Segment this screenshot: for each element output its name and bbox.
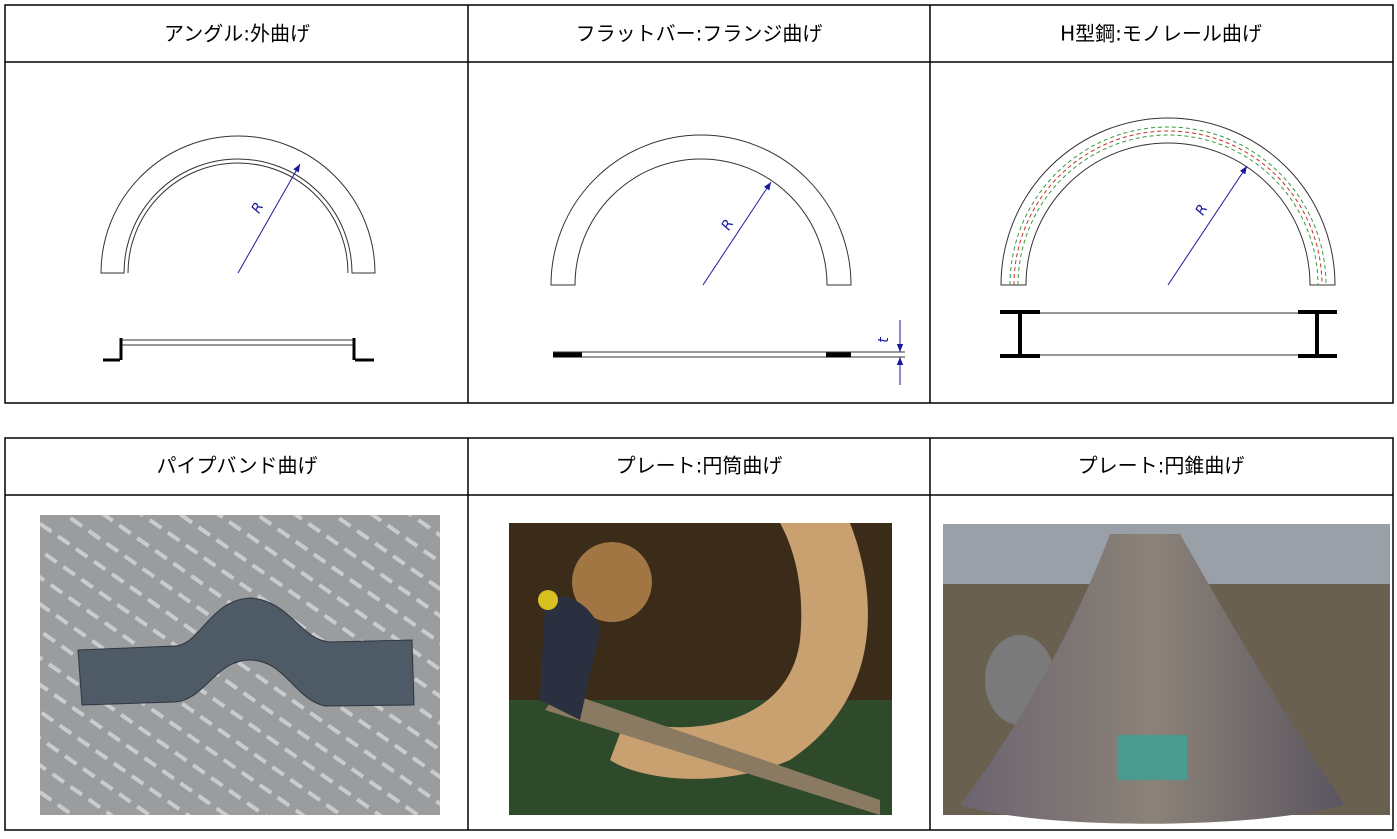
photo-pipe-band bbox=[40, 515, 440, 815]
thickness-label: t bbox=[876, 337, 892, 343]
header: プレート:円錐曲げ bbox=[1078, 454, 1245, 478]
hbeam-diagram bbox=[1000, 117, 1337, 358]
radius-label: R bbox=[719, 217, 738, 233]
header: アングル:外曲げ bbox=[164, 22, 310, 46]
radius-label: R bbox=[1193, 202, 1212, 218]
table-1-grid bbox=[4, 4, 1394, 404]
photo-cylinder-bending bbox=[509, 523, 892, 815]
header: H型鋼:モノレール曲げ bbox=[1060, 22, 1262, 46]
header: プレート:円筒曲げ bbox=[616, 454, 783, 478]
photo-cone-bending bbox=[943, 524, 1390, 824]
header: パイプバンド曲げ bbox=[157, 454, 318, 478]
flatbar-diagram bbox=[550, 134, 905, 385]
header: フラットバー:フランジ曲げ bbox=[576, 22, 823, 46]
radius-label: R bbox=[249, 200, 268, 216]
table-2-grid bbox=[4, 437, 1394, 831]
angle-diagram bbox=[100, 135, 376, 362]
